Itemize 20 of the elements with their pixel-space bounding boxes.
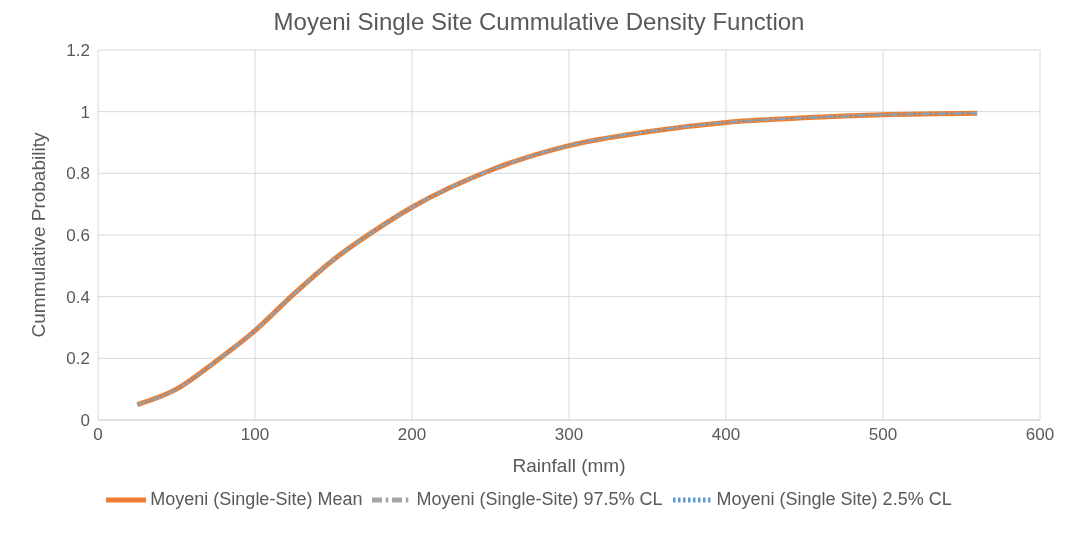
chart-title: Moyeni Single Site Cummulative Density Function xyxy=(272,8,806,36)
legend-label: Moyeni (Single-Site) Mean xyxy=(150,488,363,509)
x-tick-label: 600 xyxy=(1025,425,1055,445)
y-tick-label: 0 xyxy=(80,411,90,431)
x-tick-label: 0 xyxy=(93,425,103,445)
x-tick-label: 400 xyxy=(711,425,741,445)
x-tick-label: 500 xyxy=(868,425,898,445)
x-axis-title: Rainfall (mm) xyxy=(512,455,626,476)
y-tick-label: 0.2 xyxy=(66,349,90,369)
x-tick-label: 300 xyxy=(554,425,584,445)
legend-label: Moyeni (Single Site) 2.5% CL xyxy=(716,488,952,509)
x-tick-label: 200 xyxy=(397,425,427,445)
y-tick-label: 0.8 xyxy=(66,164,90,184)
y-tick-label: 1.2 xyxy=(66,41,90,61)
x-tick-label: 100 xyxy=(240,425,270,445)
y-tick-label: 0.6 xyxy=(66,226,90,246)
legend-label: Moyeni (Single-Site) 97.5% CL xyxy=(416,488,663,509)
y-axis-title: Cummulative Probability xyxy=(27,132,49,338)
y-tick-label: 0.4 xyxy=(66,287,90,307)
y-tick-label: 1 xyxy=(80,102,90,122)
